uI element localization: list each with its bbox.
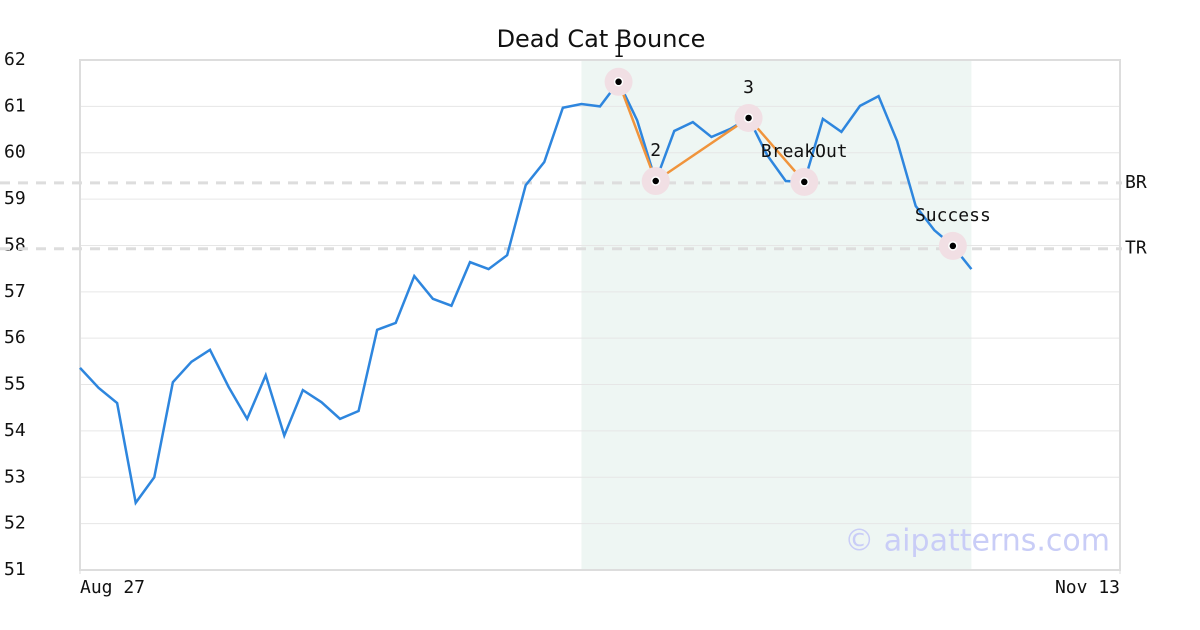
y-tick-label: 61: [4, 95, 26, 116]
y-tick-label: 59: [4, 188, 26, 209]
level-label: TR: [1125, 238, 1147, 259]
x-tick-label: Nov 13: [1055, 577, 1120, 598]
y-tick-label: 60: [4, 142, 26, 163]
y-tick-label: 54: [4, 420, 26, 441]
pattern-line: [617, 81, 806, 183]
point-dot: [613, 77, 624, 87]
y-tick-label: 52: [4, 513, 26, 534]
highlight-region: [581, 60, 972, 570]
plot-frame: [79, 59, 1121, 571]
point-dot: [743, 113, 754, 123]
x-tick-label: Aug 27: [80, 577, 145, 598]
y-tick-label: 55: [4, 374, 26, 395]
point-label: BreakOut: [761, 141, 848, 162]
point-dot: [650, 176, 661, 186]
y-tick-label: 56: [4, 327, 26, 348]
y-tick-label: 53: [4, 466, 26, 487]
y-tick-label: 58: [4, 234, 26, 255]
point-label: 2: [650, 140, 661, 161]
y-tick-label: 62: [4, 49, 26, 70]
price-line: [79, 79, 973, 506]
level-label: BR: [1125, 172, 1147, 193]
point-label: 3: [743, 77, 754, 98]
point-dot: [948, 241, 958, 251]
y-tick-label: 57: [4, 281, 26, 302]
point-dot: [799, 177, 810, 187]
chart-title: Dead Cat Bounce: [497, 25, 706, 53]
watermark: © aipatterns.com: [844, 524, 1110, 559]
success-label: Success: [915, 205, 991, 226]
point-label: 1: [613, 41, 624, 62]
y-tick-label: 51: [4, 559, 26, 580]
